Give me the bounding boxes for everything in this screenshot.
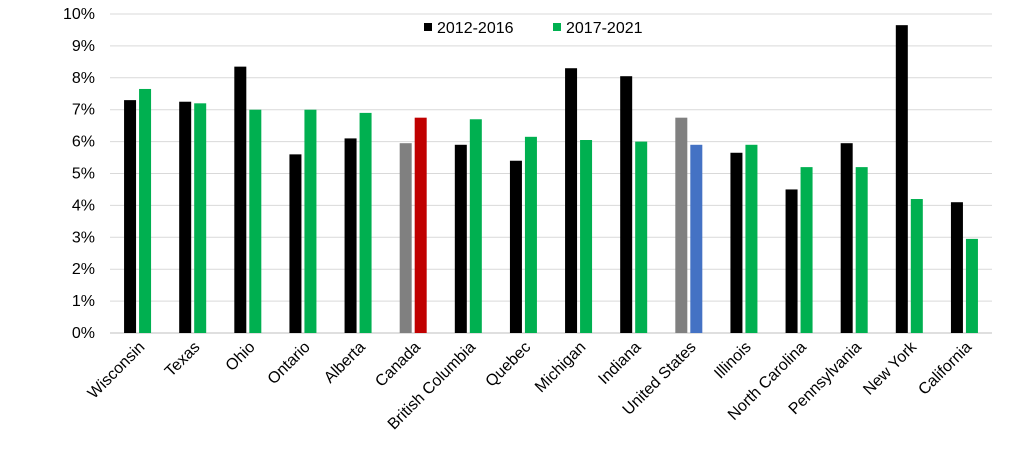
bar-1 [675,117,688,333]
bar-2 [359,112,372,333]
x-tick-label: California [915,339,975,399]
x-tick-label: Wisconsin [85,339,149,403]
x-tick-label: Michigan [532,339,589,396]
x-tick-label: Alberta [321,339,369,387]
y-tick-label: 4% [72,197,95,214]
y-tick-label: 6% [72,134,95,151]
bar-2 [690,144,703,333]
bar-1 [565,68,578,333]
bar-2 [635,141,648,333]
x-tick-label: New York [860,338,921,399]
bar-1 [620,76,633,333]
bar-1 [399,143,412,333]
bar-2 [580,140,593,333]
bar-2 [745,144,758,333]
y-tick-label: 10% [63,6,95,23]
bar-1 [289,154,302,333]
y-tick-label: 2% [72,261,95,278]
legend-label-series-2: 2017-2021 [566,20,643,37]
bar-1 [124,100,137,333]
bar-1 [179,101,192,333]
y-tick-label: 3% [72,229,95,246]
bar-2 [469,119,482,334]
bar-2 [139,88,152,333]
bar-2 [414,117,427,333]
legend-swatch-series-1 [424,23,432,31]
bar-2 [304,109,317,333]
x-tick-label: Ontario [265,339,314,388]
bars [124,25,978,334]
y-tick-label: 0% [72,325,95,342]
y-tick-label: 5% [72,166,95,183]
legend: 2012-2016 2017-2021 [424,20,643,37]
y-tick-label: 9% [72,38,95,55]
bar-2 [910,199,923,333]
x-tick-label: Canada [372,339,424,391]
bar-2 [524,136,537,333]
bar-2 [249,109,262,333]
x-tick-label: Illinois [711,339,754,382]
x-tick-label: Quebec [483,339,535,391]
bar-1 [840,143,853,333]
legend-swatch-series-2 [553,23,561,31]
bar-1 [730,152,743,333]
bar-1 [344,138,357,333]
bar-1 [895,25,908,333]
bar-1 [785,189,798,333]
bar-2 [855,167,868,333]
bar-1 [234,66,247,333]
y-tick-label: 7% [72,102,95,119]
bar-2 [194,103,207,333]
bar-1 [509,160,522,333]
x-tick-label: Ohio [223,339,259,375]
x-tick-label: Texas [162,339,204,381]
y-tick-label: 8% [72,70,95,87]
y-tick-label: 1% [72,293,95,310]
legend-label-series-1: 2012-2016 [437,20,514,37]
x-tick-label: Indiana [595,339,644,388]
bar-2 [800,167,813,333]
bar-1 [454,144,467,333]
bar-2 [965,238,978,333]
bar-1 [950,202,963,333]
